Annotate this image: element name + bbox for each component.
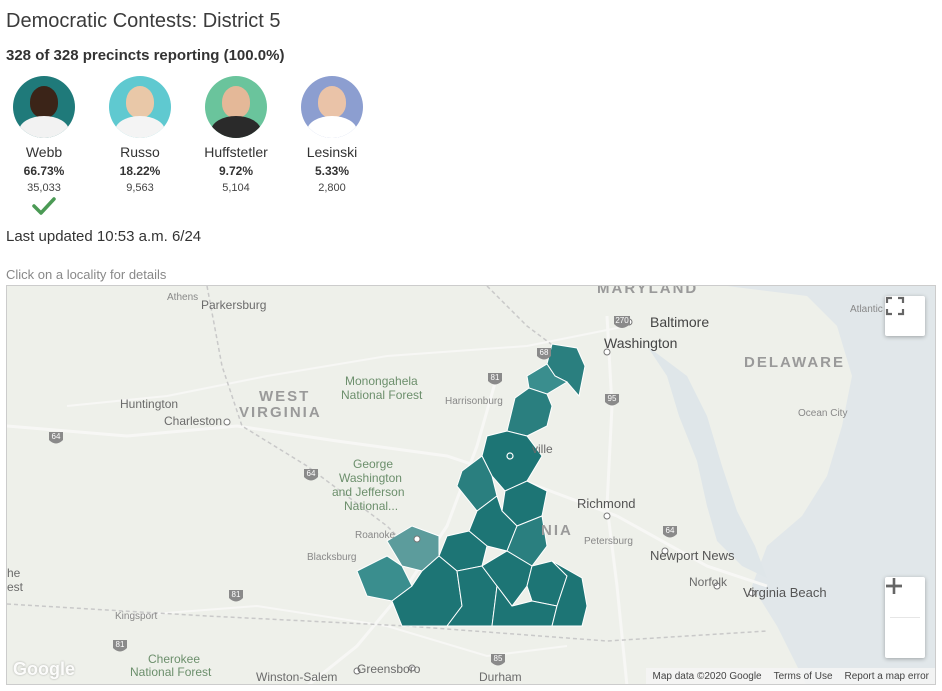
precincts-reporting: 328 of 328 precincts reporting (100.0%) — [6, 47, 285, 64]
map-label: NIA — [541, 522, 573, 539]
candidate-percent: 66.73% — [23, 164, 65, 178]
map-label: MARYLAND — [597, 285, 699, 297]
zoom-control — [885, 577, 925, 658]
map-label: George — [353, 457, 394, 471]
svg-text:270: 270 — [615, 316, 629, 325]
map-label: he — [7, 566, 21, 580]
avatar — [13, 76, 75, 138]
map-label: and Jefferson — [332, 485, 405, 499]
svg-text:85: 85 — [494, 654, 503, 663]
svg-text:81: 81 — [491, 373, 500, 382]
candidate-russo: Russo 18.22% 9,563 — [92, 76, 188, 194]
map-canvas[interactable]: 270 68 95 81 64 64 64 81 81 85 — [7, 286, 936, 685]
winner-check-icon — [32, 197, 56, 215]
page-title: Democratic Contests: District 5 — [6, 10, 281, 32]
svg-text:64: 64 — [52, 432, 61, 441]
map-label: Ocean City — [798, 408, 848, 419]
map-label: ville — [532, 442, 553, 456]
candidate-list: Webb 66.73% 35,033 Russo 18.22% 9,563 Hu… — [0, 76, 420, 216]
map-attribution: Map data ©2020 Google Terms of Use Repor… — [646, 668, 935, 684]
map-label: National Forest — [130, 665, 212, 679]
map-label: Charleston — [164, 414, 223, 428]
candidate-name: Russo — [120, 144, 160, 160]
map-label: Huntington — [120, 397, 179, 411]
map-label: DELAWARE — [744, 354, 846, 371]
candidate-lesinski: Lesinski 5.33% 2,800 — [284, 76, 380, 194]
interstate-270-icon: 270 — [614, 316, 630, 328]
map-label: Winston-Salem — [256, 670, 338, 684]
candidate-votes: 2,800 — [318, 182, 346, 194]
candidate-webb: Webb 66.73% 35,033 — [0, 76, 92, 215]
map-label: Washington — [339, 471, 402, 485]
candidate-votes: 5,104 — [222, 182, 250, 194]
map-label: Baltimore — [650, 314, 710, 330]
map-label: Norfolk — [689, 575, 728, 589]
interstate-64-icon: 64 — [663, 526, 677, 538]
google-logo: Google — [13, 659, 75, 679]
interstate-95-icon: 95 — [605, 394, 619, 406]
map-label: VIRGINIA — [239, 404, 322, 421]
minus-icon — [886, 584, 902, 588]
map-label: Richmond — [577, 496, 636, 511]
terms-of-use-link[interactable]: Terms of Use — [773, 670, 833, 682]
map-label: National... — [344, 499, 399, 513]
map-label: Roanoke — [355, 530, 396, 541]
map-label: Blacksburg — [307, 552, 357, 563]
candidate-percent: 18.22% — [119, 164, 161, 178]
map-label: Cherokee — [148, 652, 201, 666]
interstate-81-icon: 81 — [229, 590, 243, 602]
svg-text:95: 95 — [608, 394, 617, 403]
map-label: Kingsport — [115, 611, 158, 622]
map-label: Harrisonburg — [445, 396, 503, 407]
map-label: Washington — [604, 335, 678, 351]
svg-text:64: 64 — [307, 469, 316, 478]
map-label: est — [7, 580, 24, 594]
map-label: Monongahela — [345, 374, 418, 388]
report-map-error-link[interactable]: Report a map error — [844, 670, 929, 682]
district-5-region[interactable] — [356, 343, 588, 627]
candidate-votes: 35,033 — [27, 182, 61, 194]
interstate-64-icon: 64 — [304, 469, 318, 481]
candidate-huffstetler: Huffstetler 9.72% 5,104 — [188, 76, 284, 194]
fullscreen-button[interactable] — [885, 296, 925, 336]
avatar — [301, 76, 363, 138]
map-label: Durham — [479, 670, 522, 684]
interstate-85-icon: 85 — [491, 654, 505, 666]
last-updated: Last updated 10:53 a.m. 6/24 — [6, 228, 202, 245]
district-map[interactable]: 270 68 95 81 64 64 64 81 81 85 Athens Pa… — [6, 285, 936, 685]
candidate-percent: 5.33% — [314, 164, 350, 178]
svg-text:64: 64 — [666, 526, 675, 535]
map-label: Greensboro — [357, 662, 421, 676]
svg-text:68: 68 — [540, 348, 549, 357]
interstate-64-icon: 64 — [49, 432, 63, 444]
candidate-name: Lesinski — [306, 144, 358, 160]
zoom-out-button[interactable] — [885, 584, 925, 658]
map-label: Athens — [167, 292, 199, 303]
map-label: Virginia Beach — [743, 585, 827, 600]
fullscreen-icon — [885, 296, 905, 316]
svg-text:81: 81 — [116, 640, 125, 649]
interstate-68-icon: 68 — [537, 348, 551, 360]
map-label: Newport News — [650, 548, 735, 563]
candidate-votes: 9,563 — [126, 182, 154, 194]
map-label: WEST — [259, 388, 311, 405]
map-hint: Click on a locality for details — [6, 267, 167, 282]
map-label: Parkersburg — [201, 298, 267, 312]
candidate-percent: 9.72% — [218, 164, 254, 178]
map-label: Atlantic — [850, 304, 883, 315]
map-label: National Forest — [341, 388, 423, 402]
interstate-81-icon: 81 — [113, 640, 127, 652]
avatar — [205, 76, 267, 138]
svg-text:81: 81 — [232, 590, 241, 599]
interstate-81-icon: 81 — [488, 373, 502, 385]
map-data-credit: Map data ©2020 Google — [652, 670, 762, 682]
avatar — [109, 76, 171, 138]
candidate-name: Huffstetler — [204, 144, 268, 160]
candidate-name: Webb — [25, 144, 63, 160]
map-label: Petersburg — [584, 536, 633, 547]
